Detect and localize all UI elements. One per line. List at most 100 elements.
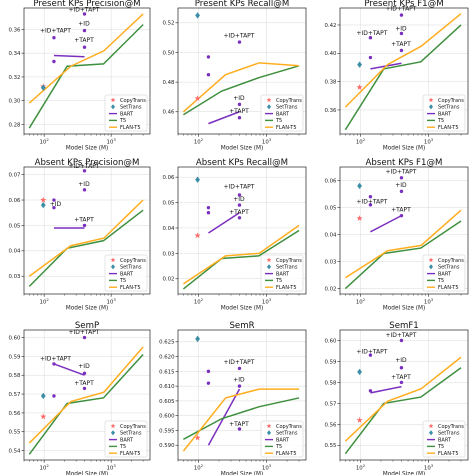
legend-label: FLAN-T5 — [438, 125, 459, 131]
legend-label: BART — [276, 437, 290, 443]
series-line-bart — [53, 363, 85, 376]
legend-item-copytrans: CopyTrans — [110, 423, 146, 430]
y-tick-label: 0.48 — [162, 80, 175, 86]
series-line-flan-t5 — [182, 224, 300, 285]
annotation-point — [237, 102, 242, 107]
annotation-point — [368, 36, 373, 40]
legend-label: BART — [120, 111, 134, 117]
annotation-point — [52, 198, 56, 202]
y-tick-label: 0.03 — [324, 259, 336, 265]
legend-item-bart: BART — [427, 437, 452, 443]
plot-frame — [177, 7, 307, 135]
legend-item-bart: BART — [265, 271, 290, 277]
annotation-label: +ID+TAPT — [223, 33, 254, 40]
y-tick-label: 0.56 — [324, 422, 337, 428]
y-tick-label: 0.34 — [8, 51, 21, 57]
legend-label: FLAN-T5 — [276, 285, 297, 291]
legend-label: SetTrans — [438, 431, 460, 437]
annotation-label: +TAPT — [74, 216, 94, 223]
legend-label: T5 — [119, 278, 126, 284]
annotation-point — [237, 40, 242, 44]
y-tick-label: 0.610 — [159, 384, 175, 390]
series-line-flan-t5 — [28, 346, 144, 444]
annotation-label: +ID+TAPT — [68, 163, 99, 170]
legend-label: FLAN-T5 — [120, 451, 141, 457]
annotation-point — [82, 28, 87, 33]
legend-item-settrans: SetTrans — [429, 104, 460, 111]
series-line-flan-t5 — [28, 199, 144, 277]
x-tick-label: 103 — [107, 463, 117, 472]
legend-diamond-icon — [429, 264, 433, 270]
annotation-label: +TAPT — [391, 206, 411, 213]
legend-label: SetTrans — [120, 265, 142, 271]
annotation-label: +ID — [233, 95, 245, 102]
settrans-diamond-marker — [40, 84, 46, 91]
annotation-point — [52, 205, 56, 210]
y-tick-label: 0.590 — [159, 443, 175, 449]
chart-title: Present KPs Precision@M — [33, 0, 140, 9]
chart-title: Absent KPs F1@M — [366, 158, 443, 168]
settrans-diamond-marker — [40, 392, 46, 400]
annotation-point — [237, 427, 242, 431]
series-line-t5 — [182, 229, 300, 290]
annotation-point — [237, 115, 242, 120]
x-tick-label: 103 — [262, 137, 272, 146]
chart-panel-6: 0.02 0.03 0.04 0.05 0.06 102 103 +ID+TAPT +ID +ID… — [324, 158, 469, 312]
legend-item-copytrans: CopyTrans — [266, 257, 302, 264]
series-layer — [182, 176, 300, 290]
y-tick-label: 0.625 — [159, 340, 174, 346]
chart-panel-2: 0.460.480.500.52102103+ID+TAPT+ID+TAPTPr… — [162, 0, 307, 152]
legend-diamond-icon — [429, 430, 433, 436]
legend-item-settrans: SetTrans — [111, 264, 142, 271]
plot-frame — [339, 7, 469, 135]
series-line-bart — [207, 388, 241, 446]
chart-panel-4: 0.030.040.050.060.07102103+ID+TAPT+ID+ID… — [8, 158, 151, 312]
series-layer — [182, 12, 300, 125]
annotation-label: +ID+TAPT — [223, 359, 254, 366]
legend-label: FLAN-T5 — [120, 125, 141, 131]
series-line-flan-t5 — [344, 356, 462, 442]
legend-item-flan-t5: FLAN-T5 — [427, 451, 459, 457]
legend-label: SetTrans — [438, 265, 460, 271]
legend-item-flan-t5: FLAN-T5 — [427, 125, 459, 131]
legend-item-bart: BART — [109, 111, 134, 117]
series-layer — [28, 169, 144, 287]
annotation-label: +ID — [395, 357, 407, 364]
legend-item-copytrans: CopyTrans — [266, 97, 302, 104]
legend-item-copytrans: CopyTrans — [428, 97, 464, 104]
chart-title: Present KPs Recall@M — [195, 0, 290, 9]
series-line-flan-t5 — [344, 209, 462, 279]
legend-item-flan-t5: FLAN-T5 — [265, 285, 297, 291]
settrans-diamond-marker — [195, 176, 200, 183]
legend-label: T5 — [437, 278, 444, 284]
settrans-diamond-marker — [357, 61, 362, 68]
annotation-point — [237, 216, 242, 220]
y-tick-label: 0.605 — [159, 399, 174, 405]
x-tick-label: 102 — [356, 463, 366, 472]
y-tick-label: 0.36 — [8, 27, 21, 33]
y-tick-label: 0.59 — [324, 359, 337, 365]
series-line-bart — [370, 214, 402, 233]
x-tick-label: 102 — [194, 297, 204, 306]
x-tick-label: 102 — [40, 297, 50, 306]
y-tick-label: 0.07 — [8, 173, 20, 179]
legend-box — [260, 254, 304, 292]
legend-item-t5: T5 — [109, 118, 126, 124]
legend-star-icon — [110, 97, 116, 103]
plot-frame — [339, 329, 469, 461]
legend-diamond-icon — [267, 104, 271, 110]
legend-label: T5 — [119, 444, 126, 450]
legend-item-bart: BART — [109, 271, 134, 277]
chart-title: SemR — [229, 321, 254, 331]
annotation-point — [206, 205, 211, 210]
x-tick-label: 102 — [356, 297, 366, 306]
legend-diamond-icon — [267, 264, 271, 270]
x-axis-label: Model Size (M) — [383, 306, 426, 312]
legend-label: SetTrans — [120, 431, 142, 437]
copytrans-star-marker — [194, 95, 201, 102]
annotation-point — [206, 73, 211, 77]
